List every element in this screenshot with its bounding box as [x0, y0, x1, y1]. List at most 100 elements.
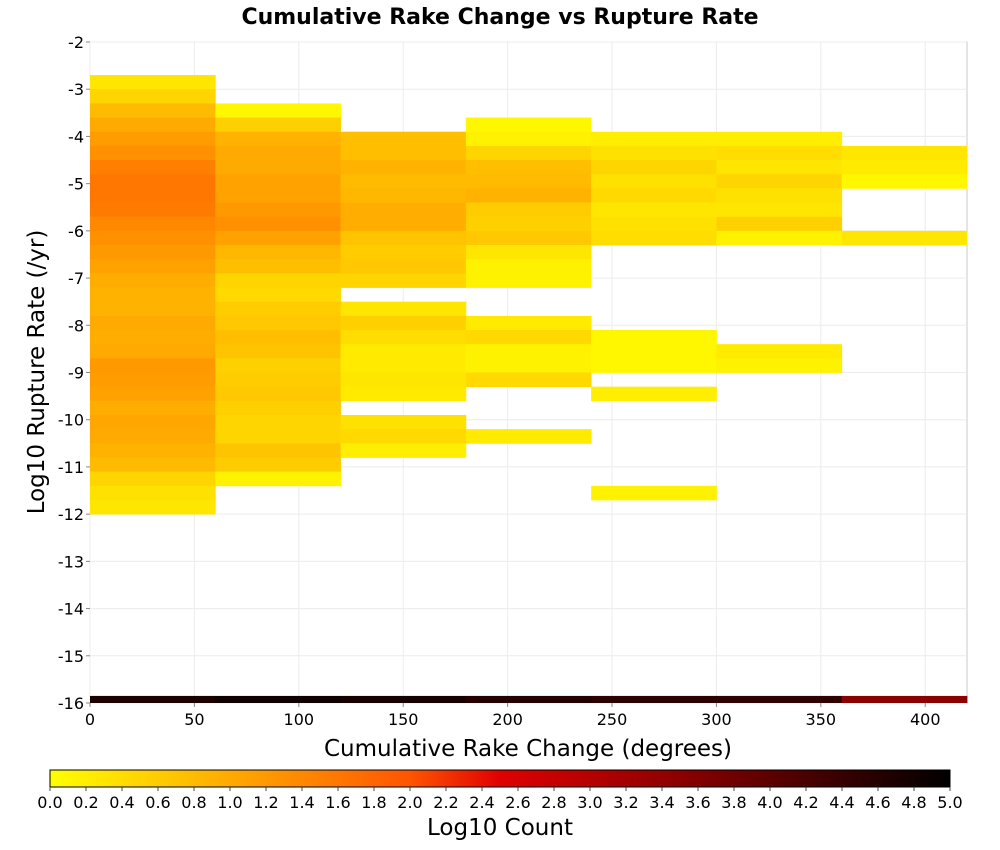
colorbar-label: Log10 Count: [427, 815, 573, 841]
colorbar-tick-label: 3.0: [577, 793, 602, 812]
colorbar-tick-label: 3.8: [721, 793, 746, 812]
x-tick-label: 100: [284, 710, 315, 729]
heatmap-cell: [340, 160, 467, 175]
heatmap-cell: [90, 330, 216, 345]
heatmap-cell: [215, 287, 341, 303]
x-tick-label: 150: [388, 710, 419, 729]
heatmap-cell-bottom: [591, 695, 717, 703]
y-tick-label: -13: [58, 552, 84, 571]
y-tick-label: -2: [68, 33, 84, 52]
heatmap-cell: [90, 273, 216, 288]
colorbar-tick-label: 0.2: [73, 793, 98, 812]
y-tick-label: -8: [68, 316, 84, 335]
heatmap-cell: [215, 117, 341, 133]
y-tick-label: -3: [68, 80, 84, 99]
y-tick-label: -10: [58, 411, 84, 430]
heatmap-cell: [215, 273, 341, 288]
y-tick-label: -15: [58, 647, 84, 666]
heatmap-cell: [215, 216, 341, 232]
heatmap-cell: [90, 358, 216, 373]
heatmap-cell: [90, 287, 216, 303]
heatmap-cell: [465, 216, 592, 232]
x-tick-label: 400: [910, 710, 941, 729]
heatmap-cell: [90, 386, 216, 402]
heatmap-cell: [90, 89, 216, 104]
colorbar-tick-label: 3.4: [649, 793, 674, 812]
x-tick-label: 50: [184, 710, 204, 729]
colorbar-tick-label: 3.2: [613, 793, 638, 812]
colorbar-ticks: 0.0 0.2 0.4 0.6 0.8 1.0 1.2 1.4 1.6 1.8 2.0 2.2 2.4 2…: [37, 787, 963, 812]
heatmap-cell: [215, 315, 341, 331]
heatmap-cell: [90, 75, 216, 90]
heatmap-cell-bottom: [716, 695, 843, 703]
colorbar-tick-label: 1.2: [253, 793, 278, 812]
heatmap-cell: [340, 443, 467, 458]
heatmap-cell: [841, 174, 968, 189]
colorbar-tick-label: 5.0: [937, 793, 962, 812]
heatmap-cell: [591, 160, 717, 175]
colorbar-tick-label: 1.0: [217, 793, 242, 812]
heatmap-cell: [215, 202, 341, 218]
y-tick-label: -16: [58, 694, 84, 713]
heatmap-cell: [591, 358, 717, 373]
heatmap-cell: [90, 174, 216, 189]
heatmap-cell: [215, 344, 341, 359]
heatmap-cell: [90, 259, 216, 274]
heatmap-cell: [90, 400, 216, 416]
heatmap-cell: [716, 145, 843, 161]
colorbar-tick-label: 4.4: [829, 793, 854, 812]
heatmap-cell: [215, 457, 341, 473]
heatmap-cell: [340, 372, 467, 388]
heatmap-cell: [90, 145, 216, 161]
colorbar-tick-label: 2.2: [433, 793, 458, 812]
x-tick-label: 250: [597, 710, 628, 729]
heatmap-cell: [90, 344, 216, 359]
heatmap-cell: [465, 117, 592, 133]
colorbar-tick-label: 1.4: [289, 793, 314, 812]
heatmap-cell: [90, 485, 216, 501]
heatmap-cell: [90, 443, 216, 458]
heatmap-cell: [340, 315, 467, 331]
heatmap-cell: [215, 160, 341, 175]
heatmap-cell: [90, 499, 216, 515]
heatmap-cell: [90, 103, 216, 118]
heatmap-cell: [215, 400, 341, 416]
heatmap-cell: [90, 245, 216, 260]
heatmap-cell: [591, 131, 717, 147]
heatmap-cell: [591, 145, 717, 161]
heatmap-cell: [716, 358, 843, 373]
heatmap-cell: [465, 344, 592, 359]
heatmap-cell: [90, 429, 216, 444]
heatmap-cell: [340, 216, 467, 232]
heatmap-cell: [841, 160, 968, 175]
colorbar-tick-label: 2.6: [505, 793, 530, 812]
colorbar-tick-label: 4.2: [793, 793, 818, 812]
y-tick-label: -14: [58, 600, 84, 619]
heatmap-cell: [90, 188, 216, 203]
heatmap-cell: [215, 330, 341, 345]
heatmap-cell: [215, 131, 341, 147]
heatmap-cell: [215, 443, 341, 458]
heatmap-cell: [465, 372, 592, 388]
x-axis-ticks: 0 50 100 150 200 250 300 350 400: [85, 703, 941, 729]
heatmap-cell: [591, 386, 717, 402]
heatmap-cell: [215, 372, 341, 388]
heatmap-cell: [716, 188, 843, 203]
heatmap-cell: [591, 174, 717, 189]
heatmap-cell: [716, 160, 843, 175]
heatmap-cell: [465, 315, 592, 331]
heatmap-cell: [716, 230, 843, 246]
heatmap-cell: [340, 202, 467, 218]
heatmap-cell: [340, 188, 467, 203]
y-tick-label: -4: [68, 127, 84, 146]
heatmap-cell: [591, 485, 717, 501]
heatmap-cell: [591, 202, 717, 218]
y-axis-label: Log10 Rupture Rate (/yr): [24, 230, 50, 515]
heatmap-cell: [465, 174, 592, 189]
heatmap-cell: [215, 301, 341, 317]
heatmap-cell: [591, 344, 717, 359]
heatmap-cell-bottom: [215, 695, 341, 703]
colorbar-tick-label: 0.8: [181, 793, 206, 812]
heatmap-cell: [841, 145, 968, 161]
